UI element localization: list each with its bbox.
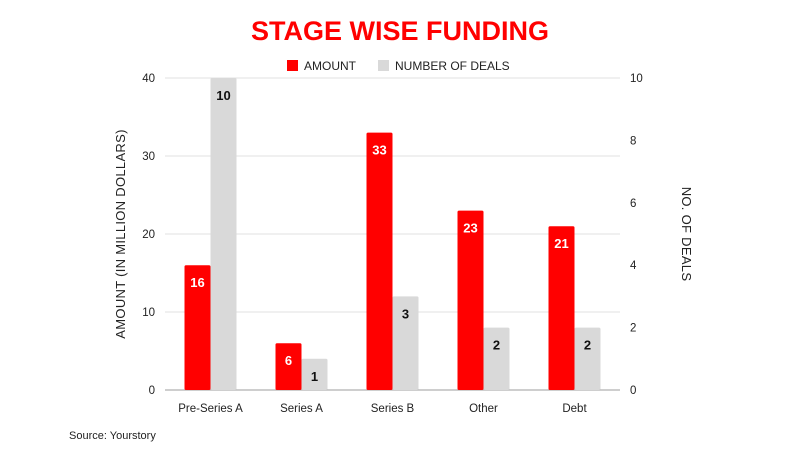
y-axis-label: AMOUNT (IN MILLION DOLLARS) <box>113 129 128 338</box>
legend-label-deals: NUMBER OF DEALS <box>395 59 510 73</box>
amount-bar <box>184 265 211 390</box>
x-tick-label: Debt <box>562 403 587 415</box>
y-tick-label: 0 <box>149 385 155 397</box>
x-axis-ticks: Pre-Series A Series A Series B Other Debt <box>178 403 587 415</box>
deals-bar <box>210 78 237 390</box>
deals-bar-label: 2 <box>584 338 591 353</box>
amount-bar-label: 33 <box>372 143 386 158</box>
y2-tick-label: 8 <box>630 135 636 147</box>
left-axis-ticks: 0 10 20 30 40 <box>142 73 155 397</box>
y2-axis-label: NO. OF DEALS <box>679 187 694 282</box>
deals-bar <box>392 296 419 390</box>
deals-bar-label: 10 <box>216 88 230 103</box>
chart-title: STAGE WISE FUNDING <box>251 16 549 46</box>
x-tick-label: Series B <box>371 403 415 415</box>
amount-bar-label: 6 <box>285 353 292 368</box>
legend-label-amount: AMOUNT <box>304 59 357 73</box>
bars <box>184 78 601 390</box>
deals-bar-label: 2 <box>493 338 500 353</box>
deals-bar <box>483 327 510 390</box>
y2-tick-label: 0 <box>630 385 636 397</box>
y2-tick-label: 2 <box>630 323 636 335</box>
x-tick-label: Series A <box>280 403 323 415</box>
amount-bar-label: 21 <box>554 236 568 251</box>
y-tick-label: 20 <box>142 229 155 241</box>
y2-tick-label: 10 <box>630 73 643 85</box>
deals-bar-label: 1 <box>311 369 318 384</box>
amount-bar <box>548 226 575 390</box>
y2-tick-label: 4 <box>630 260 637 272</box>
deals-bar <box>301 358 328 390</box>
legend: AMOUNT NUMBER OF DEALS <box>287 59 510 73</box>
right-axis-ticks: 0 2 4 6 8 10 <box>630 73 643 397</box>
y2-tick-label: 6 <box>630 198 636 210</box>
amount-bar <box>275 343 302 390</box>
amount-bar-label: 23 <box>463 221 477 236</box>
x-tick-label: Pre-Series A <box>178 403 243 415</box>
deals-bar-label: 3 <box>402 306 409 321</box>
source-note: Source: Yourstory <box>69 430 156 442</box>
deals-bar <box>574 327 601 390</box>
amount-bar <box>457 210 484 390</box>
x-tick-label: Other <box>469 403 498 415</box>
y-tick-label: 10 <box>142 307 155 319</box>
legend-swatch-amount <box>287 60 298 71</box>
legend-swatch-deals <box>378 60 389 71</box>
y-tick-label: 30 <box>142 151 155 163</box>
amount-bar-label: 16 <box>190 275 204 290</box>
amount-bar <box>366 132 393 390</box>
y-tick-label: 40 <box>142 73 155 85</box>
